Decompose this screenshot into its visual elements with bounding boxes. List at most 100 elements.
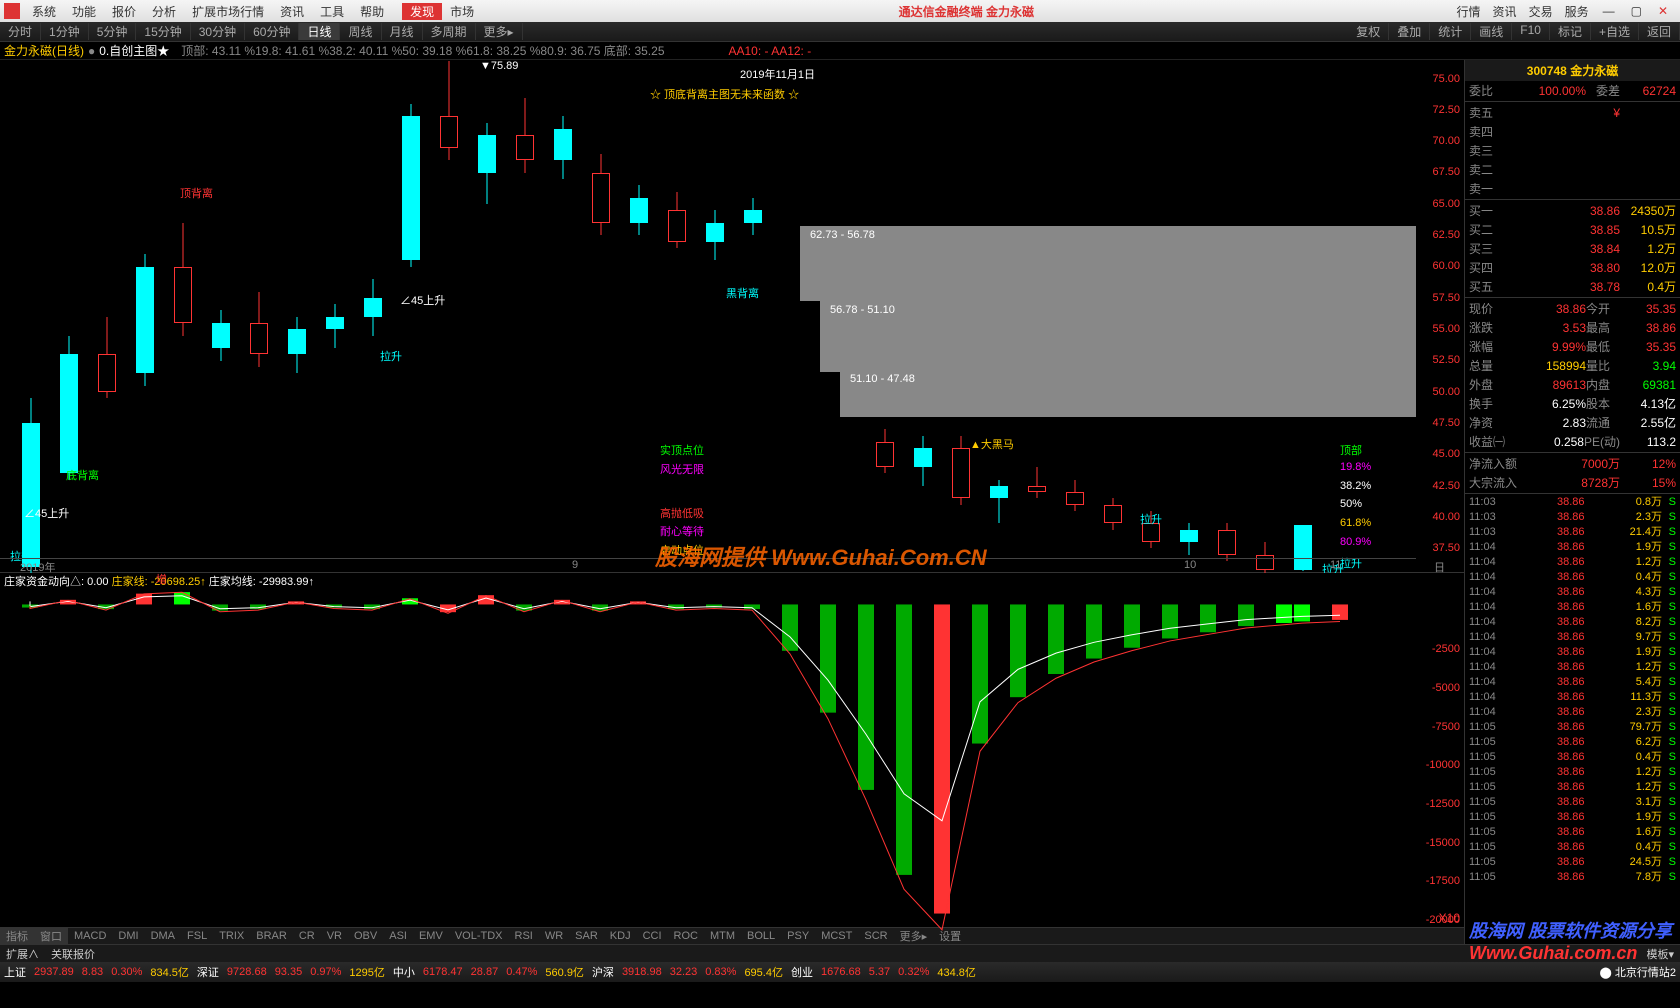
connection-status: ⬤ 北京行情站2: [1596, 964, 1680, 980]
tfright-返回[interactable]: 返回: [1639, 23, 1680, 40]
tfright-F10[interactable]: F10: [1512, 23, 1550, 40]
flow-row: 净流入额7000万12%: [1465, 454, 1680, 473]
menu-系统[interactable]: 系统: [24, 5, 64, 19]
indicator-header: 增 庄家资金动向△: 0.00 庄家线: -20698.25↑ 庄家均线: -2…: [0, 573, 1464, 589]
tick-row: 11:0438.861.2万S: [1465, 555, 1680, 570]
order-book-sidebar: 300748 金力永磁 委比 100.00% 委差 62724 卖五¥卖四卖三卖…: [1464, 60, 1680, 944]
bid-row: 买三38.841.2万: [1465, 239, 1680, 258]
close-icon[interactable]: ✕: [1650, 4, 1676, 18]
tab-市场[interactable]: 市场: [442, 3, 482, 20]
timeframe-bar: 分时1分钟5分钟15分钟30分钟60分钟日线周线月线多周期更多▸ 复权叠加统计画…: [0, 22, 1680, 42]
bid-row: 买二38.8510.5万: [1465, 220, 1680, 239]
stat-row: 收益㈠0.258PE(动)113.2: [1465, 432, 1680, 451]
related-quote-tab[interactable]: 关联报价: [45, 946, 101, 962]
menu-right-行情[interactable]: 行情: [1451, 3, 1487, 20]
timeframe-1分钟[interactable]: 1分钟: [41, 23, 89, 40]
tfright-叠加[interactable]: 叠加: [1389, 23, 1430, 40]
timeframe-日线[interactable]: 日线: [299, 23, 340, 40]
timeframe-更多▸[interactable]: 更多▸: [476, 23, 523, 40]
menu-功能[interactable]: 功能: [64, 5, 104, 19]
menu-分析[interactable]: 分析: [144, 5, 184, 19]
menu-扩展市场行情[interactable]: 扩展市场行情: [184, 5, 272, 19]
tick-row: 11:0538.8679.7万S: [1465, 720, 1680, 735]
expand-tab[interactable]: 扩展∧: [0, 946, 45, 962]
menu-right-服务[interactable]: 服务: [1559, 3, 1595, 20]
timeframe-30分钟[interactable]: 30分钟: [191, 23, 245, 40]
menu-right-交易[interactable]: 交易: [1523, 3, 1559, 20]
stock-code-header: 300748 金力永磁: [1465, 60, 1680, 81]
tick-row: 11:0438.860.4万S: [1465, 570, 1680, 585]
timeframe-5分钟[interactable]: 5分钟: [89, 23, 137, 40]
date-label: 2019年11月1日: [740, 66, 815, 82]
tick-row: 11:0438.861.2万S: [1465, 660, 1680, 675]
bid-row: 买一38.8624350万: [1465, 201, 1680, 220]
tick-row: 11:0338.8621.4万S: [1465, 525, 1680, 540]
tick-row: 11:0538.867.8万S: [1465, 870, 1680, 885]
tfright-统计[interactable]: 统计: [1430, 23, 1471, 40]
stat-row: 净资2.83流通2.55亿: [1465, 413, 1680, 432]
indicator-mult: X10: [1439, 911, 1460, 925]
tfright-复权[interactable]: 复权: [1348, 23, 1389, 40]
tick-row: 11:0438.869.7万S: [1465, 630, 1680, 645]
tick-row: 11:0438.861.9万S: [1465, 645, 1680, 660]
timeframe-60分钟[interactable]: 60分钟: [245, 23, 299, 40]
tick-row: 11:0438.861.6万S: [1465, 600, 1680, 615]
bottom-tabs: 扩展∧ 关联报价 模板▾: [0, 944, 1680, 962]
tick-row: 11:0438.864.3万S: [1465, 585, 1680, 600]
stat-row: 涨幅9.99%最低35.35: [1465, 337, 1680, 356]
weicha-label: 委差: [1586, 82, 1620, 99]
tick-row: 11:0538.861.9万S: [1465, 810, 1680, 825]
tick-row: 11:0538.860.4万S: [1465, 840, 1680, 855]
chart-banner: ☆ 顶底背离主图无未来函数 ☆: [650, 86, 799, 102]
ask-row: 卖五¥: [1465, 103, 1680, 122]
minimize-icon[interactable]: —: [1595, 4, 1623, 18]
timeframe-月线[interactable]: 月线: [382, 23, 423, 40]
menu-帮助[interactable]: 帮助: [352, 5, 392, 19]
weibi-value: 100.00%: [1509, 84, 1586, 98]
tick-row: 11:0438.868.2万S: [1465, 615, 1680, 630]
watermark-corner: 股海网 股票软件资源分享 Www.Guhai.com.cn: [1469, 917, 1672, 964]
weibi-label: 委比: [1469, 82, 1509, 99]
tick-row: 11:0538.861.2万S: [1465, 765, 1680, 780]
bid-row: 买四38.8012.0万: [1465, 258, 1680, 277]
stock-info-line: 金力永磁(日线) ● 0.自创主图★ 顶部: 43.11 %19.8: 41.6…: [0, 42, 1680, 60]
timeframe-周线[interactable]: 周线: [340, 23, 381, 40]
candlestick-chart[interactable]: 2019年11月1日 ☆ 顶底背离主图无未来函数 ☆ 75.0072.5070.…: [0, 60, 1464, 573]
stat-row: 外盘89613内盘69381: [1465, 375, 1680, 394]
tick-row: 11:0538.861.2万S: [1465, 780, 1680, 795]
bid-row: 买五38.780.4万: [1465, 277, 1680, 296]
ask-row: 卖一: [1465, 179, 1680, 198]
maximize-icon[interactable]: ▢: [1623, 4, 1650, 18]
menu-工具[interactable]: 工具: [312, 5, 352, 19]
tfright-标记[interactable]: 标记: [1550, 23, 1591, 40]
stat-row: 换手6.25%股本4.13亿: [1465, 394, 1680, 413]
weicha-value: 62724: [1620, 84, 1676, 98]
app-title: 通达信金融终端 金力永磁: [899, 3, 1034, 20]
tfright-+自选[interactable]: +自选: [1591, 23, 1639, 40]
price-scale: 75.0072.5070.0067.5065.0062.5060.0057.50…: [1416, 60, 1464, 572]
menu-right-资讯[interactable]: 资讯: [1487, 3, 1523, 20]
aa-values: AA10: - AA12: -: [729, 44, 812, 58]
ask-row: 卖二: [1465, 160, 1680, 179]
tick-row: 11:0538.863.1万S: [1465, 795, 1680, 810]
tick-row: 11:0538.860.4万S: [1465, 750, 1680, 765]
tick-row: 11:0438.865.4万S: [1465, 675, 1680, 690]
tick-row: 11:0538.861.6万S: [1465, 825, 1680, 840]
tick-row: 11:0538.866.2万S: [1465, 735, 1680, 750]
tick-row: 11:0438.862.3万S: [1465, 705, 1680, 720]
indicator-chart[interactable]: 增 庄家资金动向△: 0.00 庄家线: -20698.25↑ 庄家均线: -2…: [0, 573, 1464, 927]
date-axis: 2019年91011日线: [0, 558, 1416, 572]
indicator-values: 顶部: 43.11 %19.8: 41.61 %38.2: 40.11 %50:…: [181, 42, 664, 59]
timeframe-15分钟[interactable]: 15分钟: [136, 23, 190, 40]
timeframe-分时[interactable]: 分时: [0, 23, 41, 40]
tab-发现[interactable]: 发现: [402, 3, 442, 20]
app-logo-icon: [4, 3, 20, 19]
menu-bar: 系统功能报价分析扩展市场行情资讯工具帮助 发现市场 通达信金融终端 金力永磁 行…: [0, 0, 1680, 22]
flow-row: 大宗流入8728万15%: [1465, 473, 1680, 492]
menu-资讯[interactable]: 资讯: [272, 5, 312, 19]
tick-row: 11:0338.860.8万S: [1465, 495, 1680, 510]
tfright-画线[interactable]: 画线: [1471, 23, 1512, 40]
tick-row: 11:0438.861.9万S: [1465, 540, 1680, 555]
menu-报价[interactable]: 报价: [104, 5, 144, 19]
timeframe-多周期[interactable]: 多周期: [423, 23, 476, 40]
